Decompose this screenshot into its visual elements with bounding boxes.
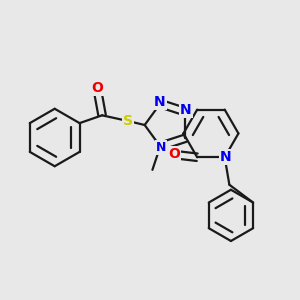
Text: N: N [220, 150, 231, 164]
Text: S: S [123, 114, 133, 128]
Text: O: O [168, 147, 180, 161]
Text: N: N [180, 103, 192, 117]
Text: O: O [92, 81, 103, 95]
Text: N: N [156, 140, 166, 154]
Text: N: N [154, 95, 165, 109]
